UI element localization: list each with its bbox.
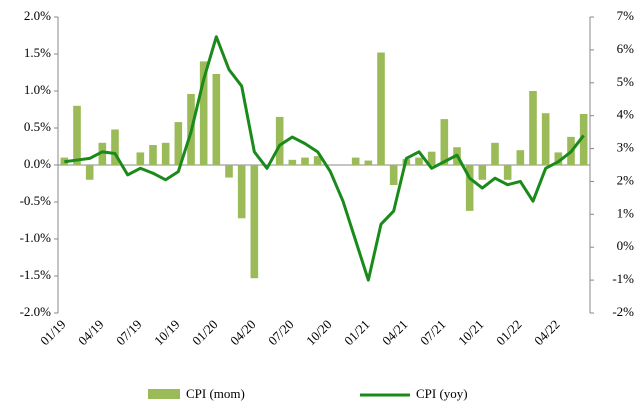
x-tick-label: 07/20	[265, 317, 297, 349]
bar	[440, 119, 449, 165]
y-tick-label: 0.0%	[24, 156, 51, 171]
y-tick-label: 1.5%	[24, 45, 51, 60]
y2-tick-label: 4%	[617, 107, 635, 122]
bar	[225, 165, 233, 178]
y2-tick-label: 6%	[617, 41, 635, 56]
bar	[199, 61, 208, 165]
x-tick-label: 07/19	[113, 317, 145, 349]
y-tick-label: 2.0%	[24, 8, 51, 23]
x-tick-label: 01/22	[493, 317, 525, 349]
bar	[351, 157, 360, 165]
legend-label: CPI (mom)	[186, 386, 245, 401]
bar	[377, 52, 385, 165]
y-tick-label: -1.5%	[20, 267, 52, 282]
y2-tick-label: 7%	[617, 8, 635, 23]
x-tick-label: 01/20	[189, 317, 221, 349]
bar	[491, 142, 499, 165]
x-tick-label: 10/19	[151, 317, 183, 349]
bar	[111, 129, 119, 165]
x-tick-label: 04/19	[75, 317, 107, 349]
bar	[541, 113, 550, 165]
bar	[516, 150, 525, 165]
y-tick-label: -2.0%	[20, 304, 52, 319]
bar	[503, 165, 512, 180]
line	[64, 35, 585, 282]
bar	[465, 165, 474, 211]
bar	[364, 160, 373, 165]
bar	[98, 142, 107, 165]
legend-swatch	[148, 389, 180, 399]
bar	[174, 122, 183, 165]
y-tick-label: 0.5%	[24, 119, 51, 134]
x-tick-label: 01/19	[37, 317, 69, 349]
bar	[313, 156, 322, 165]
x-tick-label: 04/22	[531, 317, 563, 349]
bar	[389, 165, 398, 185]
x-tick-label: 10/21	[455, 317, 487, 349]
y-tick-label: -1.0%	[20, 230, 52, 245]
x-tick-label: 10/20	[303, 317, 335, 349]
bar	[478, 165, 487, 180]
x-tick-label: 04/21	[379, 317, 411, 349]
x-tick-label: 07/21	[417, 317, 449, 349]
bar	[73, 105, 81, 165]
y2-tick-label: 3%	[617, 140, 635, 155]
bar	[415, 157, 423, 165]
bar	[161, 142, 170, 165]
x-tick-label: 04/20	[227, 317, 259, 349]
bar	[136, 152, 145, 165]
bar	[288, 159, 297, 165]
bar	[554, 152, 563, 165]
y-tick-label: -0.5%	[20, 193, 52, 208]
x-tick-label: 01/21	[341, 317, 373, 349]
bar	[212, 73, 221, 165]
bar	[529, 91, 537, 165]
y-tick-label: 1.0%	[24, 82, 51, 97]
bar	[149, 145, 157, 165]
y2-tick-label: 0%	[617, 238, 635, 253]
y2-tick-label: -2%	[612, 304, 634, 319]
y2-tick-label: 2%	[617, 172, 635, 187]
bar	[579, 113, 588, 165]
y2-tick-label: -1%	[612, 271, 634, 286]
bar	[301, 157, 309, 165]
bar	[237, 165, 246, 219]
y2-tick-label: 1%	[617, 205, 635, 220]
y2-tick-label: 5%	[617, 74, 635, 89]
legend-label: CPI (yoy)	[416, 386, 468, 401]
bar	[250, 165, 259, 279]
bar	[275, 116, 284, 165]
bar	[427, 151, 436, 165]
bar	[85, 165, 94, 180]
